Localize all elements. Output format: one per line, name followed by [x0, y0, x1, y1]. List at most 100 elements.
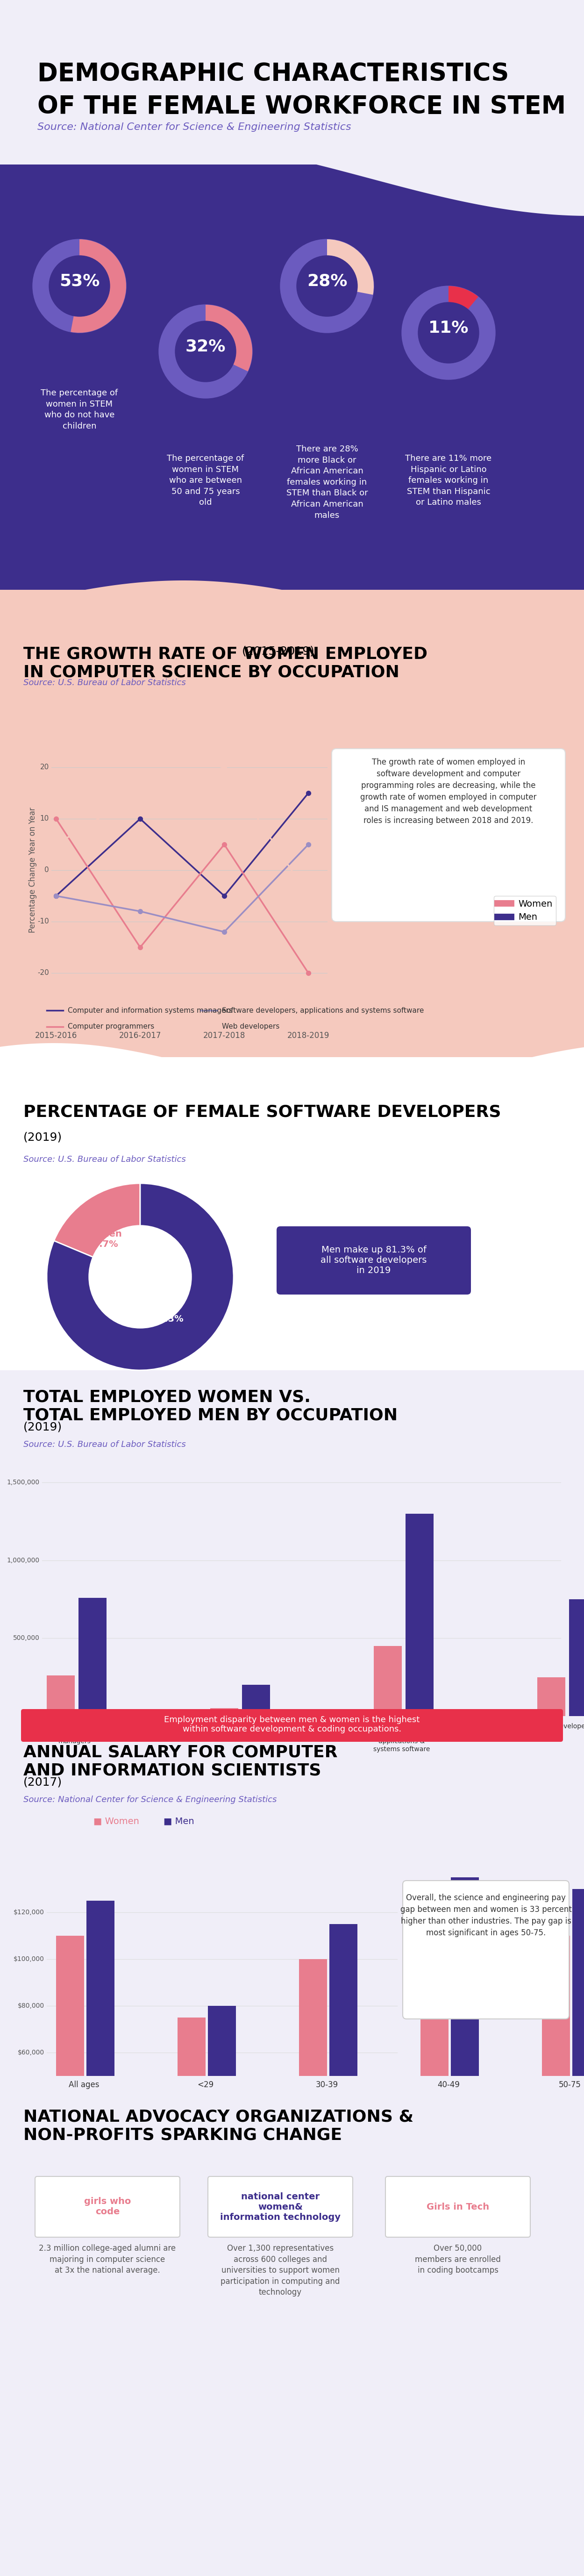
Text: 2.3 million college-aged alumni are
majoring in computer science
at 3x the natio: 2.3 million college-aged alumni are majo… [39, 2244, 176, 2275]
Text: 28%: 28% [307, 273, 347, 289]
Point [220, 876, 229, 917]
Text: Source: U.S. Bureau of Labor Statistics: Source: U.S. Bureau of Labor Statistics [23, 677, 186, 688]
FancyBboxPatch shape [208, 2177, 353, 2236]
Text: The percentage of
women in STEM
who do not have
children: The percentage of women in STEM who do n… [41, 389, 118, 430]
Text: Source: U.S. Bureau of Labor Statistics: Source: U.S. Bureau of Labor Statistics [23, 1440, 186, 1448]
Bar [572, 1888, 584, 2076]
Text: Software developers, applications and systems software: Software developers, applications and sy… [222, 1007, 424, 1015]
Text: OF THE FEMALE WORKFORCE IN STEM: OF THE FEMALE WORKFORCE IN STEM [37, 95, 566, 118]
Text: Source: National Center for Science & Engineering Statistics: Source: National Center for Science & En… [37, 124, 351, 131]
Text: Web developers: Web developers [539, 1723, 584, 1728]
Text: There are 28%
more Black or
African American
females working in
STEM than Black : There are 28% more Black or African Amer… [286, 446, 368, 520]
Bar [208, 2007, 236, 2076]
Text: 1,000,000: 1,000,000 [7, 1556, 40, 1564]
Text: national center
women&
information technology: national center women& information techn… [220, 2192, 340, 2221]
Text: 32%: 32% [185, 340, 226, 355]
Bar [210, 1708, 238, 1716]
FancyBboxPatch shape [35, 2177, 180, 2236]
Bar [78, 1597, 106, 1716]
Point [304, 773, 313, 814]
Bar [0, 1734, 584, 2110]
Text: 20: 20 [40, 765, 49, 770]
Text: 50-75: 50-75 [559, 2081, 581, 2089]
Point [51, 876, 61, 917]
Circle shape [280, 240, 374, 332]
Wedge shape [47, 1182, 234, 1370]
Text: 0: 0 [36, 1713, 40, 1718]
Circle shape [49, 255, 110, 317]
Text: (2019): (2019) [23, 1131, 62, 1144]
Text: Girls in Tech: Girls in Tech [426, 2202, 489, 2210]
Text: Over 1,300 representatives
across 600 colleges and
universities to support women: Over 1,300 representatives across 600 co… [221, 2244, 340, 2298]
Point [51, 876, 61, 917]
Text: Employment disparity between men & women is the highest
within software developm: Employment disparity between men & women… [164, 1716, 420, 1734]
Text: $100,000: $100,000 [13, 1955, 44, 1963]
Circle shape [159, 304, 252, 399]
FancyBboxPatch shape [21, 1708, 563, 1741]
Bar [86, 1901, 114, 2076]
Point [220, 912, 229, 953]
Text: All ages: All ages [69, 2081, 99, 2089]
Text: 53%: 53% [59, 273, 100, 289]
FancyBboxPatch shape [277, 1226, 471, 1296]
Circle shape [418, 301, 479, 363]
Circle shape [33, 240, 126, 332]
Point [135, 927, 145, 969]
Text: The percentage of
women in STEM
who are between
50 and 75 years
old: The percentage of women in STEM who are … [167, 453, 244, 507]
Wedge shape [327, 240, 374, 294]
Text: 30-39: 30-39 [316, 2081, 338, 2089]
Text: NATIONAL ADVOCACY ORGANIZATIONS &
NON-PROFITS SPARKING CHANGE: NATIONAL ADVOCACY ORGANIZATIONS & NON-PR… [23, 2110, 413, 2143]
Text: -10: -10 [37, 917, 49, 925]
Bar [329, 1924, 357, 2076]
Bar [0, 1370, 584, 1744]
Text: 2015-2016: 2015-2016 [35, 1030, 77, 1041]
Text: girls who
code: girls who code [84, 2197, 131, 2215]
Polygon shape [0, 580, 584, 636]
Text: Computer and information systems managers: Computer and information systems manager… [68, 1007, 232, 1015]
Text: 2017-2018: 2017-2018 [203, 1030, 245, 1041]
Text: There are 11% more
Hispanic or Latino
females working in
STEM than Hispanic
or L: There are 11% more Hispanic or Latino fe… [405, 453, 492, 507]
Text: ■ Women: ■ Women [93, 1816, 139, 1826]
Circle shape [175, 322, 236, 381]
Bar [0, 170, 584, 590]
Text: 500,000: 500,000 [13, 1636, 40, 1641]
Polygon shape [0, 142, 584, 216]
Text: Source: U.S. Bureau of Labor Statistics: Source: U.S. Bureau of Labor Statistics [23, 1154, 186, 1164]
Bar [420, 1924, 449, 2076]
Bar [0, 2099, 584, 2576]
Text: TOTAL EMPLOYED WOMEN VS.
TOTAL EMPLOYED MEN BY OCCUPATION: TOTAL EMPLOYED WOMEN VS. TOTAL EMPLOYED … [23, 1388, 398, 1425]
Wedge shape [71, 240, 126, 332]
Bar [0, 1056, 584, 1383]
Text: Source: National Center for Science & Engineering Statistics: Source: National Center for Science & En… [23, 1795, 277, 1803]
Text: THE GROWTH RATE OF WOMEN EMPLOYED
IN COMPUTER SCIENCE BY OCCUPATION: THE GROWTH RATE OF WOMEN EMPLOYED IN COM… [23, 647, 427, 680]
Wedge shape [449, 286, 478, 309]
FancyBboxPatch shape [403, 1880, 569, 2020]
Point [135, 891, 145, 933]
Text: Web developers: Web developers [222, 1023, 280, 1030]
Text: Men
81.3%: Men 81.3% [152, 1303, 184, 1324]
Text: 2018-2019: 2018-2019 [287, 1030, 329, 1041]
Text: 40-49: 40-49 [437, 2081, 460, 2089]
Point [135, 773, 145, 814]
Text: ■ Men: ■ Men [164, 1816, 194, 1826]
FancyBboxPatch shape [332, 750, 565, 922]
Text: ANNUAL SALARY FOR COMPUTER
AND INFORMATION SCIENTISTS: ANNUAL SALARY FOR COMPUTER AND INFORMATI… [23, 1744, 338, 1777]
Wedge shape [206, 304, 252, 371]
Bar [537, 1677, 565, 1716]
Text: Overall, the science and engineering pay
gap between men and women is 33 percent: Overall, the science and engineering pay… [400, 1893, 572, 1937]
FancyBboxPatch shape [385, 2177, 530, 2236]
Text: Men make up 81.3% of
all software developers
in 2019: Men make up 81.3% of all software develo… [321, 1247, 427, 1275]
Bar [0, 0, 584, 188]
Text: 2016-2017: 2016-2017 [119, 1030, 161, 1041]
Bar [56, 1935, 84, 2076]
Text: 11%: 11% [428, 319, 469, 335]
Text: $80,000: $80,000 [18, 2002, 44, 2009]
Text: Computer and
information systems
managers: Computer and information systems manager… [41, 1723, 108, 1744]
Bar [299, 1960, 327, 2076]
Text: Percentage Change Year on Year: Percentage Change Year on Year [29, 806, 37, 933]
Bar [542, 1935, 570, 2076]
Text: 10: 10 [40, 814, 49, 822]
Text: -20: -20 [37, 969, 49, 976]
Bar [405, 1515, 433, 1716]
Text: DEMOGRAPHIC CHARACTERISTICS: DEMOGRAPHIC CHARACTERISTICS [37, 62, 509, 85]
